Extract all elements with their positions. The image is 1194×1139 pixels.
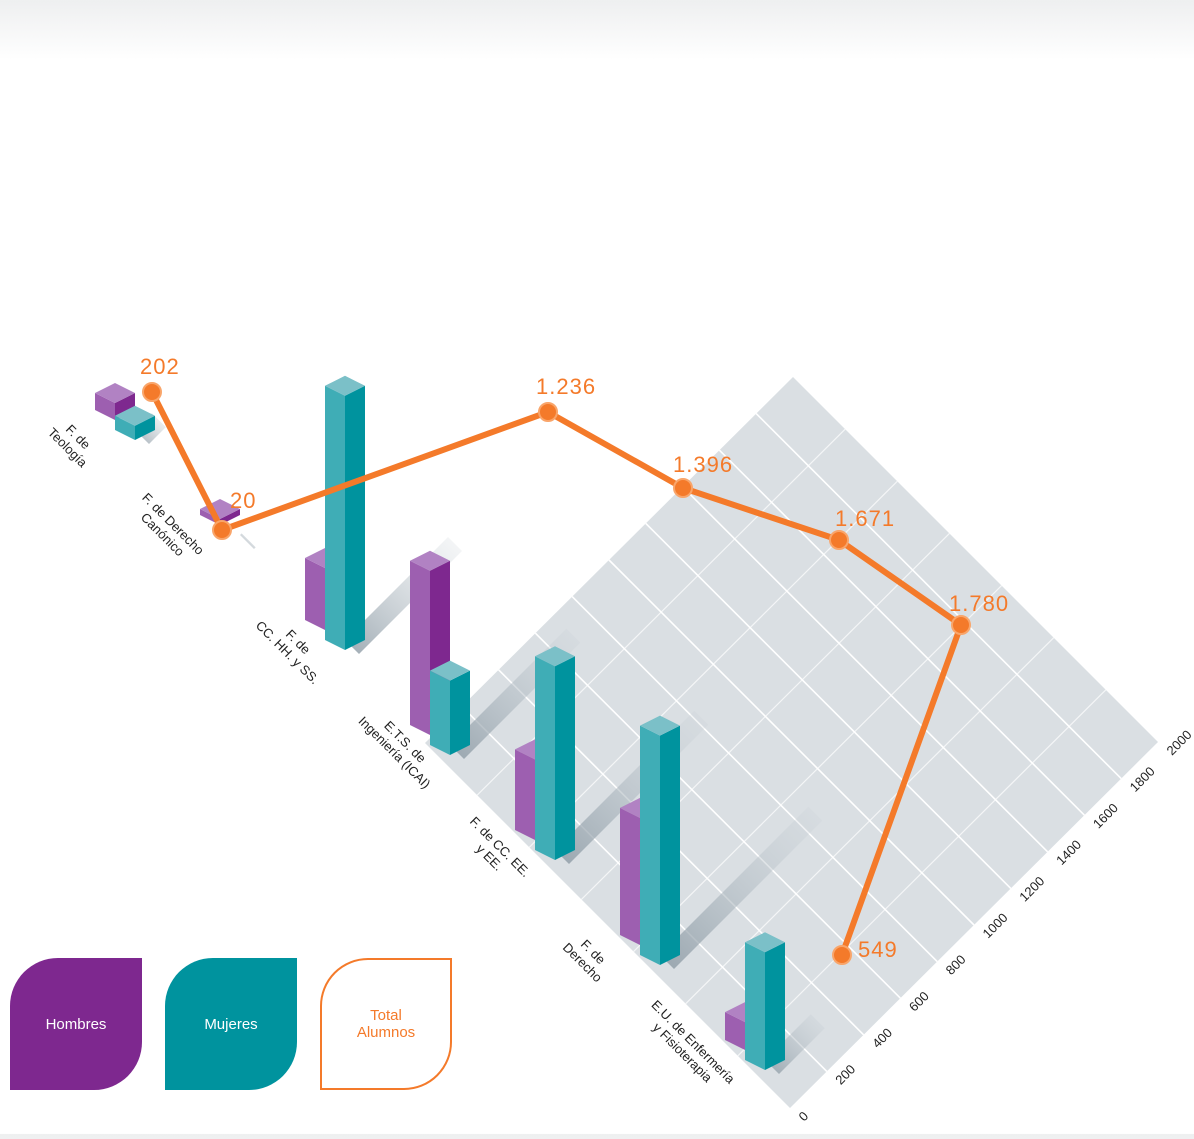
bar-left-face bbox=[725, 1012, 745, 1050]
bar-shadow bbox=[240, 533, 256, 549]
tick-label: 0 bbox=[796, 1108, 812, 1124]
grid-line bbox=[645, 522, 1012, 889]
category-label: F. de DerechoCanónico bbox=[129, 490, 207, 568]
bars bbox=[95, 375, 785, 1070]
legend-mujeres: Mujeres bbox=[165, 958, 297, 1090]
total-point bbox=[832, 945, 852, 965]
bar-mujeres bbox=[745, 932, 785, 1070]
total-label: 1.236 bbox=[536, 374, 596, 399]
category-label-line: CC. HH. y SS. bbox=[253, 618, 322, 687]
bar-top-face bbox=[410, 550, 450, 571]
bar-left-face bbox=[640, 725, 660, 965]
bar-mujeres bbox=[325, 375, 365, 650]
bar-left-face bbox=[305, 558, 325, 630]
total-point bbox=[212, 520, 232, 540]
bar-left-face bbox=[620, 807, 640, 945]
bar-top-face bbox=[640, 715, 680, 736]
legend-hombres-label: Hombres bbox=[45, 1015, 107, 1033]
bar-mujeres bbox=[430, 660, 470, 755]
total-label: 1.671 bbox=[835, 506, 895, 531]
total-label: 202 bbox=[140, 354, 180, 379]
bar-right-face bbox=[660, 725, 680, 965]
legend-total-label: Total Alumnos bbox=[356, 1007, 416, 1041]
bar-top-face bbox=[535, 646, 575, 667]
bar-shadow bbox=[660, 806, 823, 969]
bar-top-face bbox=[325, 375, 365, 396]
tick-label: 2000 bbox=[1164, 727, 1194, 758]
grid-line bbox=[608, 559, 975, 926]
total-label: 549 bbox=[858, 937, 898, 962]
category-label: F. deTeología bbox=[45, 414, 102, 471]
legend-hombres: Hombres bbox=[10, 958, 142, 1090]
total-point bbox=[829, 530, 849, 550]
total-point bbox=[538, 402, 558, 422]
bar-top-face bbox=[430, 660, 470, 681]
bar-right-face bbox=[345, 385, 365, 650]
row-line bbox=[737, 689, 1107, 1057]
legend-total-alumnos: Total Alumnos bbox=[320, 958, 452, 1090]
grid-line bbox=[718, 449, 1085, 816]
tick-label: 800 bbox=[943, 952, 969, 978]
bar-mujeres bbox=[115, 405, 155, 440]
bar-mujeres bbox=[535, 646, 575, 860]
tick-label: 200 bbox=[832, 1062, 858, 1088]
bar-top-face bbox=[115, 405, 155, 426]
bar-left-face bbox=[515, 749, 535, 840]
bar-left-face bbox=[745, 942, 765, 1070]
bar-left-face bbox=[325, 385, 345, 650]
total-label: 1.396 bbox=[673, 452, 733, 477]
total-point bbox=[951, 615, 971, 635]
bar-right-face bbox=[555, 656, 575, 860]
bar-left-face bbox=[115, 415, 135, 440]
grid-line bbox=[682, 486, 1049, 853]
bar-right-face bbox=[765, 942, 785, 1070]
bar-left-face bbox=[95, 392, 115, 420]
bar-hombres bbox=[95, 382, 135, 420]
legend-mujeres-label: Mujeres bbox=[204, 1015, 258, 1033]
grid-line bbox=[534, 632, 901, 999]
bar-right-face bbox=[450, 670, 470, 755]
tick-label: 400 bbox=[869, 1025, 895, 1051]
category-label: F. deDerecho bbox=[560, 929, 616, 985]
total-label: 1.780 bbox=[949, 591, 1009, 616]
grid-line bbox=[755, 413, 1122, 780]
bar-left-face bbox=[410, 560, 430, 735]
total-line bbox=[142, 382, 971, 965]
grid-line bbox=[571, 596, 938, 963]
total-point bbox=[673, 478, 693, 498]
bar-left-face bbox=[535, 656, 555, 860]
bar-top-face bbox=[95, 382, 135, 403]
bar-right-face bbox=[135, 415, 155, 440]
bar-mujeres bbox=[640, 715, 680, 965]
total-label: 20 bbox=[230, 488, 256, 513]
tick-label: 600 bbox=[906, 988, 932, 1014]
bar-right-face bbox=[115, 392, 135, 420]
bar-left-face bbox=[430, 670, 450, 755]
total-point bbox=[142, 382, 162, 402]
bar-top-face bbox=[745, 932, 785, 953]
row-line bbox=[633, 585, 1002, 952]
